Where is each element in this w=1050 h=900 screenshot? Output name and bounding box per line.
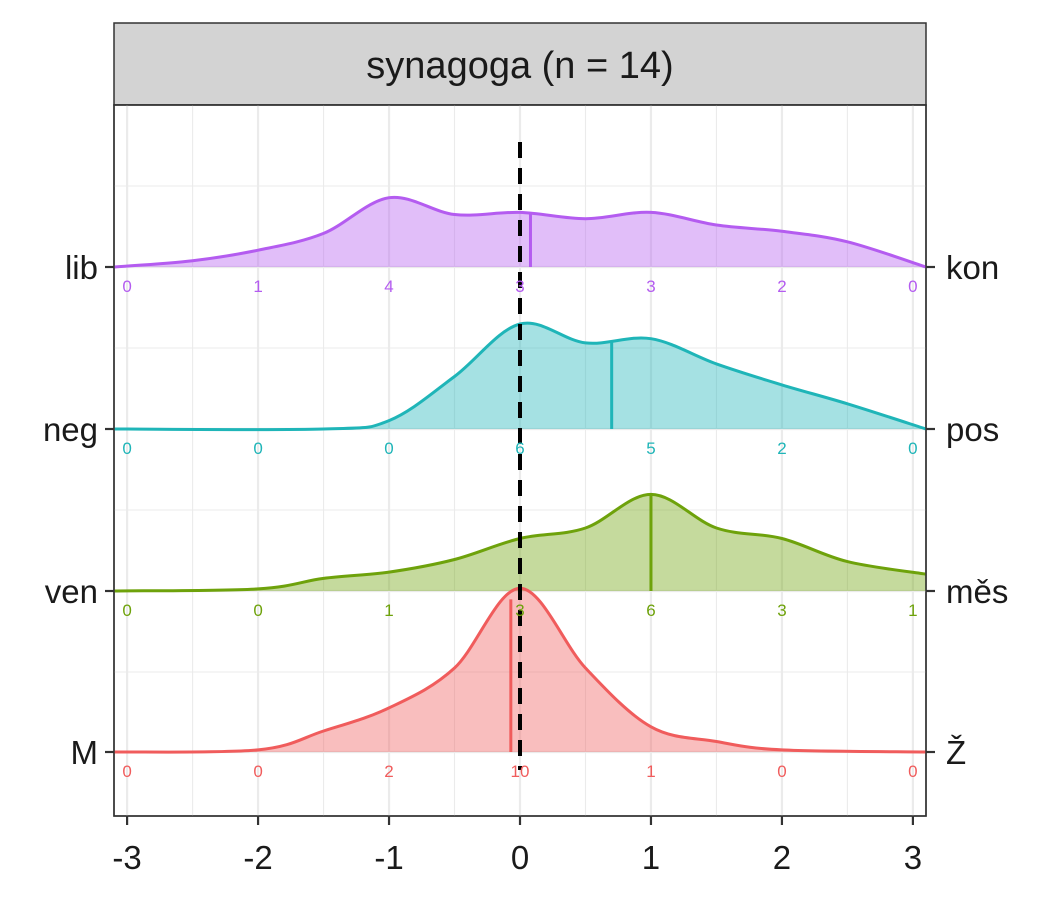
- y-label-right: pos: [946, 411, 999, 448]
- x-axis: -3 -2 -1 0 1 2 3: [112, 816, 922, 876]
- count-label: 2: [777, 277, 786, 296]
- count-label: 1: [646, 762, 655, 781]
- count-label: 6: [646, 601, 655, 620]
- y-label-right: kon: [946, 249, 999, 286]
- count-labels: 0 1 4 3 3 2 00 0 0 6 5 2 00 0 1 3 6 3 10 0 2 10 1 0 0: [122, 277, 917, 781]
- count-label: 0: [908, 277, 917, 296]
- count-label: 1: [908, 601, 917, 620]
- count-label: 0: [253, 601, 262, 620]
- count-label: 3: [646, 277, 655, 296]
- count-label: 4: [384, 277, 393, 296]
- count-label: 10: [511, 762, 530, 781]
- x-tick-label: -3: [112, 839, 141, 876]
- count-label: 0: [253, 439, 262, 458]
- ridge-line: [113, 321, 927, 432]
- y-label-right: Ž: [946, 734, 966, 771]
- y-label-left: ven: [45, 573, 98, 610]
- x-tick-label: 1: [642, 839, 660, 876]
- y-label-left: lib: [65, 249, 98, 286]
- panel-title: synagoga (n = 14): [366, 45, 673, 87]
- count-label: 0: [777, 762, 786, 781]
- x-tick-label: 3: [904, 839, 922, 876]
- count-label: 0: [122, 601, 131, 620]
- count-label: 6: [515, 439, 524, 458]
- count-label: 0: [908, 762, 917, 781]
- y-label-left: M: [71, 734, 99, 771]
- count-label: 0: [122, 277, 131, 296]
- count-label: 3: [515, 277, 524, 296]
- y-label-right: měs: [946, 573, 1008, 610]
- count-label: 0: [253, 762, 262, 781]
- count-label: 2: [384, 762, 393, 781]
- count-label: 3: [515, 601, 524, 620]
- count-label: 5: [646, 439, 655, 458]
- count-label: 0: [122, 439, 131, 458]
- y-axis-right: kon pos měs Ž: [926, 249, 1008, 771]
- ridge-line: [113, 492, 927, 593]
- count-label: 2: [777, 439, 786, 458]
- ridge-line: [113, 195, 927, 269]
- x-tick-label: -1: [374, 839, 403, 876]
- y-label-left: neg: [43, 411, 98, 448]
- count-label: 0: [384, 439, 393, 458]
- count-label: 1: [384, 601, 393, 620]
- x-tick-label: 0: [511, 839, 529, 876]
- count-label: 0: [122, 762, 131, 781]
- y-axis-left: lib neg ven M: [43, 249, 114, 771]
- facet-strip: [113, 22, 927, 106]
- count-label: 3: [777, 601, 786, 620]
- count-label: 1: [253, 277, 262, 296]
- x-tick-label: -2: [243, 839, 272, 876]
- count-label: 0: [908, 439, 917, 458]
- x-tick-label: 2: [773, 839, 791, 876]
